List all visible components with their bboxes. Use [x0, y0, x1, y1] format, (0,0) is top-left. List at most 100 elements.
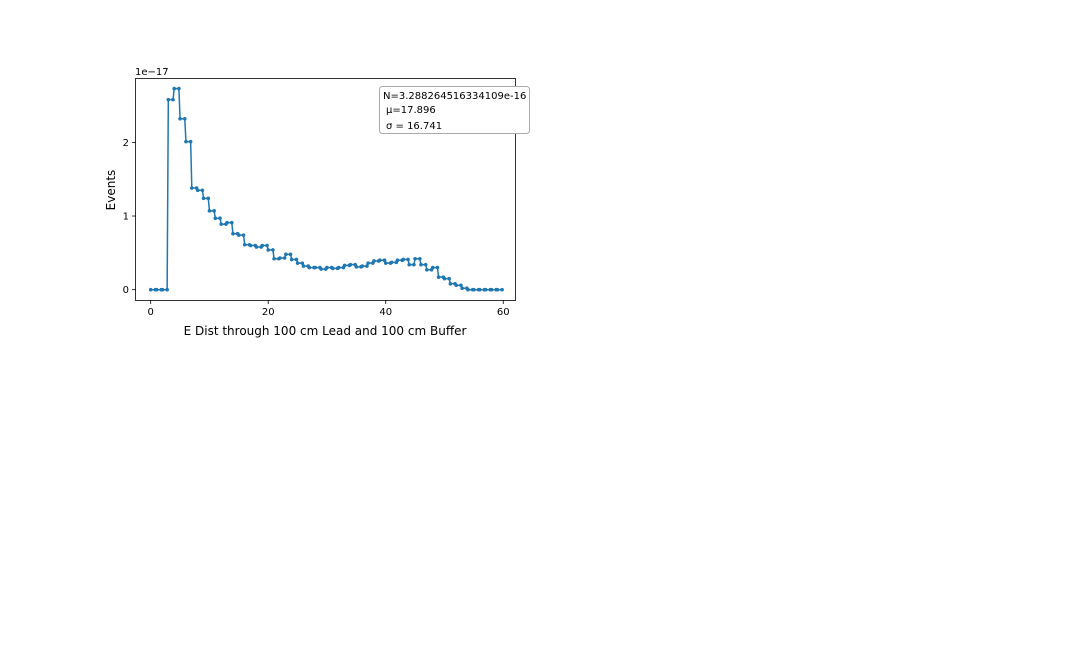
data-point [360, 264, 365, 268]
data-point [495, 287, 500, 292]
x-tick-label: 40 [379, 307, 392, 318]
data-point [348, 262, 353, 267]
data-point [342, 263, 347, 268]
data-point [229, 220, 234, 225]
data-point [500, 287, 504, 292]
stats-box [379, 86, 530, 134]
data-point [271, 248, 275, 252]
data-point [300, 261, 305, 265]
data-point [382, 258, 387, 263]
y-axis-label: Events [104, 170, 118, 211]
data-point [365, 264, 369, 268]
data-point [248, 243, 253, 248]
data-point [412, 262, 416, 267]
data-point [389, 260, 394, 265]
data-point [272, 256, 276, 261]
data-point [366, 261, 370, 265]
data-point [160, 287, 165, 292]
data-point [483, 287, 488, 292]
data-point [154, 287, 159, 292]
data-point [407, 262, 412, 267]
data-point [307, 265, 312, 270]
data-point [454, 283, 459, 288]
data-point [401, 257, 406, 262]
data-point [266, 248, 271, 252]
stats-sigma: σ = 16.741 [386, 121, 442, 132]
data-point [190, 186, 194, 190]
data-point [218, 216, 222, 221]
data-point [288, 252, 293, 257]
data-point [489, 287, 494, 292]
data-point [171, 97, 175, 102]
data-point [447, 276, 451, 281]
stats-n: N=3.288264516334109e-16 [383, 91, 526, 102]
plot-frame [135, 78, 516, 301]
data-point [166, 97, 171, 102]
data-point [182, 116, 187, 121]
data-point [206, 196, 211, 201]
data-point [383, 261, 388, 265]
x-axis-label: E Dist through 100 cm Lead and 100 cm Bu… [184, 324, 467, 338]
data-point [242, 242, 247, 247]
data-point [282, 256, 287, 260]
data-point [301, 264, 306, 268]
data-point [289, 257, 294, 262]
data-point [184, 139, 188, 144]
data-point [188, 139, 193, 144]
data-point [319, 267, 323, 271]
data-point [231, 231, 235, 236]
y-offset-label: 1e−17 [135, 67, 169, 78]
data-point [354, 265, 359, 269]
data-point [372, 259, 376, 263]
data-point [237, 233, 241, 237]
data-point [212, 209, 216, 213]
data-point [442, 276, 447, 281]
stats-mu: μ=17.896 [386, 105, 436, 116]
data-point [178, 116, 182, 121]
data-point [172, 86, 176, 91]
data-point [460, 286, 464, 291]
data-point [241, 233, 246, 237]
data-point [200, 188, 205, 193]
data-point [425, 268, 429, 272]
data-point [195, 188, 200, 193]
data-point [207, 209, 212, 213]
data-point [331, 266, 335, 271]
x-axis-ticks: 0 20 40 60 [148, 300, 510, 318]
data-point [201, 196, 206, 201]
data-point [260, 243, 265, 248]
data-point [418, 256, 422, 261]
data-point [265, 243, 269, 248]
data-point [295, 261, 300, 265]
data-point [278, 256, 282, 260]
x-tick-label: 60 [497, 307, 510, 318]
data-point [436, 275, 441, 279]
data-point [313, 265, 318, 270]
data-point [284, 252, 288, 257]
data-point [225, 220, 229, 225]
data-point [423, 262, 428, 267]
data-point [413, 256, 417, 261]
y-tick-label: 1 [123, 212, 129, 223]
data-point [213, 216, 218, 221]
x-tick-label: 0 [148, 307, 154, 318]
y-axis-ticks: 0 1 2 [123, 138, 136, 296]
data-point [378, 258, 382, 263]
data-point [395, 258, 400, 263]
y-tick-label: 0 [123, 285, 129, 296]
data-point [435, 265, 440, 270]
data-point [165, 287, 169, 292]
data-point [472, 287, 476, 292]
data-point [459, 283, 463, 288]
plot-marks [148, 86, 504, 292]
data-point [219, 222, 223, 226]
y-tick-label: 2 [123, 138, 129, 149]
stats-annotation: N=3.288264516334109e-16 μ=17.896 σ = 16.… [379, 86, 530, 134]
data-point [325, 265, 329, 270]
x-tick-label: 20 [262, 307, 275, 318]
data-point [430, 265, 435, 270]
data-point [148, 287, 153, 292]
data-point [477, 287, 482, 292]
